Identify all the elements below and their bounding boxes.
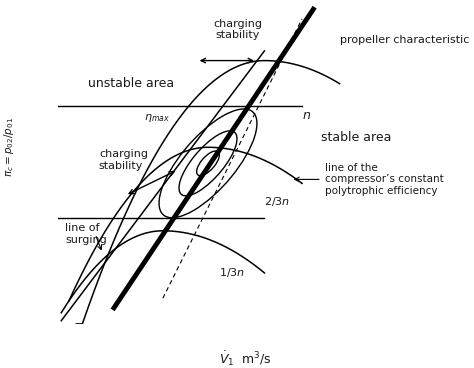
Text: unstable area: unstable area xyxy=(88,77,174,89)
Text: $\dot{V}_1$  m$^3$/s: $\dot{V}_1$ m$^3$/s xyxy=(219,350,272,368)
Text: line of
surging: line of surging xyxy=(65,223,107,245)
Text: charging
stability: charging stability xyxy=(214,19,263,40)
Text: line of the
compressor’s constant
polytrophic efficiency: line of the compressor’s constant polytr… xyxy=(295,163,443,196)
Text: propeller characteristic: propeller characteristic xyxy=(340,35,469,45)
Text: stable area: stable area xyxy=(321,131,391,144)
Text: 2/3$n$: 2/3$n$ xyxy=(264,195,291,208)
Text: $\pi_c = p_{02} / p_{01}$: $\pi_c = p_{02} / p_{01}$ xyxy=(1,117,16,177)
Text: 1/3$n$: 1/3$n$ xyxy=(219,266,246,279)
Text: $\eta_{max}$: $\eta_{max}$ xyxy=(144,112,170,124)
Text: charging
stability: charging stability xyxy=(99,149,148,171)
Text: $n$: $n$ xyxy=(302,109,311,122)
